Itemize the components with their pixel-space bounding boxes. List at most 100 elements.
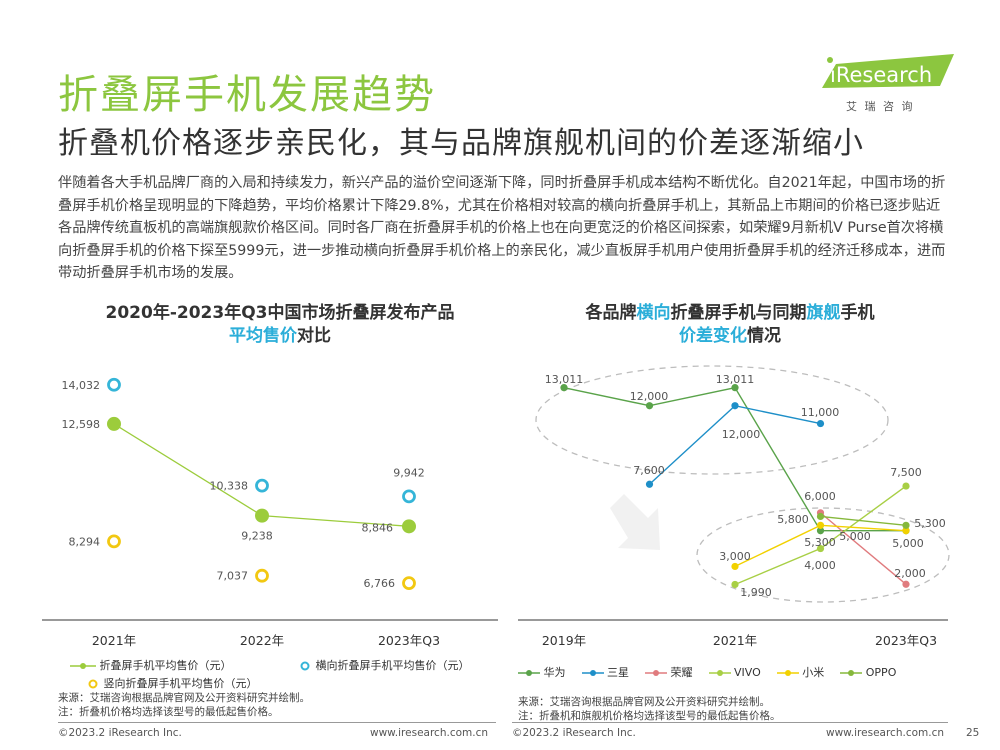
right-data-point (816, 521, 825, 529)
down-arrow-icon (610, 494, 660, 550)
legend-line-icon (840, 670, 863, 676)
right-legend-label: 三星 (607, 666, 629, 679)
footer-url-right: www.iresearch.com.cn (826, 727, 945, 739)
left-point-vertical (255, 568, 269, 583)
footer-rule-left (58, 722, 496, 723)
right-value-label: 12,000 (630, 390, 669, 403)
body-paragraph: 伴随着各大手机品牌厂商的入局和持续发力，新兴产品的溢价空间逐渐下降，同时折叠屏手… (58, 175, 946, 281)
right-value-label: 7,500 (890, 466, 922, 479)
right-remark-note: 注：折叠机和旗舰机价格均选择该型号的最低起售价格。 (518, 710, 781, 722)
right-legend-label: OPPO (865, 666, 897, 679)
legend-line-icon (581, 670, 604, 676)
left-legend-item-vertical: 竖向折叠屏手机平均售价（元） (86, 675, 258, 691)
left-point-horizontal (402, 489, 416, 504)
left-value-label: 8,846 (362, 521, 394, 534)
right-title-pre: 各品牌 (585, 303, 637, 323)
right-x-tick-label: 2021年 (713, 633, 757, 648)
right-data-point (731, 402, 739, 410)
right-data-point (816, 512, 825, 521)
right-legend-item: 三星 (581, 666, 629, 679)
left-chart: 2021年 2022年 2023年Q3 12,598 9,238 8,846 14,032 1… (42, 377, 498, 648)
legend-line-icon (645, 670, 667, 676)
right-data-point (902, 521, 910, 529)
right-legend-item: 荣耀 (645, 666, 693, 679)
legend-ring-icon (88, 679, 98, 689)
right-title-highlight-3: 价差变化 (679, 326, 747, 346)
legend-ring-icon (300, 661, 310, 671)
right-value-label: 6,000 (804, 490, 836, 503)
right-value-label: 2,000 (894, 567, 926, 580)
right-data-point (731, 384, 739, 392)
right-value-label: 3,000 (719, 550, 751, 563)
left-source-note: 来源：艾瑞咨询根据品牌官网及公开资料研究并绘制。 (58, 692, 310, 704)
right-data-point (816, 544, 825, 553)
right-x-tick-label: 2023年Q3 (875, 633, 937, 648)
logo-text: iResearch (830, 63, 932, 87)
right-data-point (902, 527, 910, 535)
right-data-point (731, 562, 739, 571)
right-value-label: 11,000 (801, 406, 840, 419)
right-title-highlight-1: 横向 (636, 303, 671, 323)
right-title-highlight-2: 旗舰 (806, 303, 841, 323)
left-point-horizontal (107, 377, 121, 392)
left-chart-title-highlight: 平均售价 (229, 326, 297, 346)
right-data-point (645, 480, 654, 488)
right-legend-item: VIVO (708, 666, 761, 679)
left-point-overall (107, 416, 121, 431)
right-value-label: 12,000 (722, 428, 761, 441)
left-x-tick-label: 2022年 (240, 633, 284, 648)
left-value-label: 6,766 (364, 577, 396, 590)
footer-copyright-left: ©2023.2 iResearch Inc. (58, 727, 182, 739)
right-data-point (902, 482, 910, 490)
left-value-label: 9,942 (393, 466, 425, 479)
left-x-tick-label: 2023年Q3 (378, 633, 440, 648)
right-chart-title-line2: 价差变化情况 (520, 325, 940, 348)
right-legend-label: 华为 (543, 666, 566, 679)
logo-banner-shape (822, 54, 954, 88)
right-chart-title-line1: 各品牌横向折叠屏手机与同期旗舰手机 (520, 302, 940, 325)
bottom-cluster-ellipse (696, 507, 950, 603)
left-point-horizontal (255, 478, 269, 493)
left-remark-note: 注：折叠机价格均选择该型号的最低起售价格。 (58, 706, 279, 718)
left-legend-label-overall: 折叠屏手机平均售价（元） (99, 659, 232, 672)
left-value-label: 12,598 (62, 418, 101, 431)
right-chart-title: 各品牌横向折叠屏手机与同期旗舰手机 价差变化情况 (520, 302, 940, 348)
right-title-end: 情况 (747, 326, 781, 346)
right-value-label: 1,990 (740, 586, 772, 599)
legend-line-icon (70, 663, 96, 669)
left-legend-item-overall: 折叠屏手机平均售价（元） (70, 657, 232, 673)
right-series-line (820, 512, 907, 585)
legend-line-icon (776, 670, 799, 676)
left-legend-label-vertical: 竖向折叠屏手机平均售价（元） (103, 677, 258, 690)
right-value-label: 5,000 (892, 537, 924, 550)
page-number: 25 (966, 727, 980, 739)
right-value-label: 7,600 (633, 464, 665, 477)
right-legend-label: 荣耀 (670, 666, 693, 679)
right-value-label: 5,000 (839, 530, 871, 543)
footer-rule-right (512, 722, 948, 723)
page-subtitle: 折叠机价格逐步亲民化，其与品牌旗舰机间的价差逐渐缩小 (58, 126, 864, 161)
right-value-label: 5,300 (914, 517, 946, 530)
right-series-line (649, 404, 821, 485)
right-value-label: 4,000 (804, 559, 836, 572)
right-value-label: 5,300 (804, 536, 836, 549)
left-x-tick-label: 2021年 (92, 633, 136, 648)
right-x-tick-label: 2019年 (542, 633, 586, 648)
left-value-label: 14,032 (62, 379, 101, 392)
iresearch-logo: iResearch 艾 瑞 咨 询 (818, 50, 958, 120)
right-title-mid: 折叠屏手机与同期 (670, 303, 807, 323)
page-title: 折叠屏手机发展趋势 (58, 72, 436, 118)
right-data-point (731, 580, 739, 589)
left-legend-item-horizontal: 横向折叠屏手机平均售价（元） (298, 657, 470, 673)
left-chart-title-rest: 对比 (297, 326, 331, 346)
right-data-point (816, 419, 825, 428)
left-value-label: 7,037 (217, 570, 249, 583)
right-value-label: 13,011 (716, 373, 755, 386)
legend-line-icon (518, 670, 540, 676)
right-legend-item: 华为 (518, 666, 566, 679)
footer-copyright-right: ©2023.2 iResearch Inc. (512, 727, 636, 739)
right-legend: 华为 三星 荣耀 VIVO 小米 OPPO (518, 664, 912, 680)
right-data-point (902, 580, 910, 588)
footer-url-left: www.iresearch.com.cn (370, 727, 489, 739)
right-data-point (560, 384, 568, 392)
